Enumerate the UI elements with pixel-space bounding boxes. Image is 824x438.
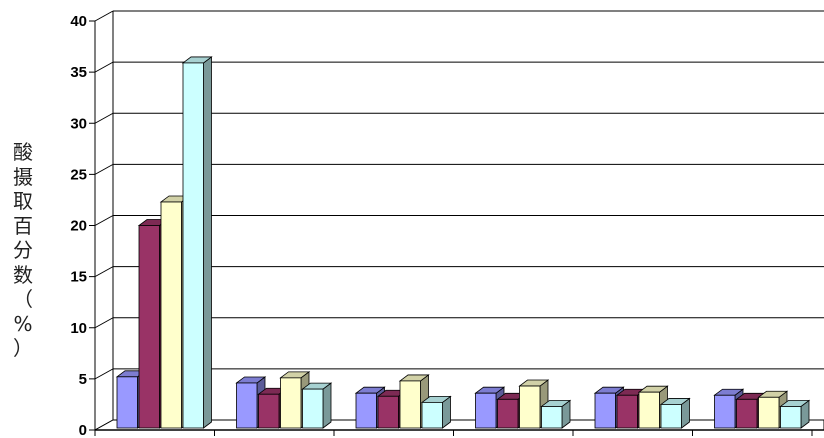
y-tick-label: 15	[70, 269, 87, 286]
bar-front	[638, 391, 660, 429]
y-tick-label: 25	[70, 166, 87, 183]
bar-front	[236, 382, 258, 429]
bar-front	[616, 394, 638, 429]
side-wall-gridline	[94, 10, 114, 22]
bar	[779, 399, 811, 429]
bars-layer	[115, 56, 811, 429]
bar-front	[660, 404, 682, 429]
bar-front	[399, 380, 421, 429]
bar-front	[475, 392, 497, 429]
y-tick-label: 5	[79, 371, 87, 388]
y-tick-label: 20	[70, 218, 87, 235]
side-wall-gridline	[94, 215, 114, 226]
bar-front	[280, 377, 302, 429]
bar-side	[322, 382, 332, 429]
bar-front	[541, 406, 563, 429]
bar-front	[497, 398, 519, 429]
side-wall-gridline	[94, 112, 114, 124]
bar	[518, 379, 550, 429]
side-wall-gridline	[94, 61, 114, 73]
side-wall-gridline	[94, 368, 114, 380]
y-tick-label: 10	[70, 320, 87, 337]
bar	[540, 399, 572, 429]
bar-front	[780, 406, 802, 429]
bar-front	[302, 388, 324, 429]
y-tick-label: 40	[70, 13, 87, 30]
axes-layer	[89, 20, 824, 436]
bar-front	[594, 392, 616, 429]
y-tick-labels: 0 5 10 15 20 25 30 35 40	[70, 13, 87, 438]
bar-front	[160, 201, 182, 429]
bar-front	[258, 393, 280, 429]
bar-front	[519, 385, 541, 429]
y-tick-label: 30	[70, 115, 87, 132]
y-axis-label: 酸 摄 取 百 分 数 （ % ）	[13, 140, 33, 360]
bar-front	[758, 396, 780, 429]
bar	[420, 395, 452, 429]
bar-front	[714, 394, 736, 429]
side-wall-gridline	[94, 163, 114, 175]
y-tick-label: 0	[79, 422, 87, 438]
bar	[181, 56, 213, 429]
bar	[713, 388, 745, 429]
bar-front	[182, 62, 204, 429]
bar-side	[203, 56, 212, 429]
bar-front	[138, 225, 160, 429]
side-wall-gridline	[94, 266, 114, 278]
bar-front	[421, 401, 443, 429]
y-tick-label: 35	[70, 64, 87, 81]
side-wall-gridline	[94, 317, 114, 329]
bar-front	[355, 392, 377, 429]
bar	[301, 382, 333, 429]
bar-front	[116, 376, 138, 429]
bar	[659, 397, 691, 429]
bar-front	[736, 398, 758, 429]
bar-front	[377, 395, 399, 429]
